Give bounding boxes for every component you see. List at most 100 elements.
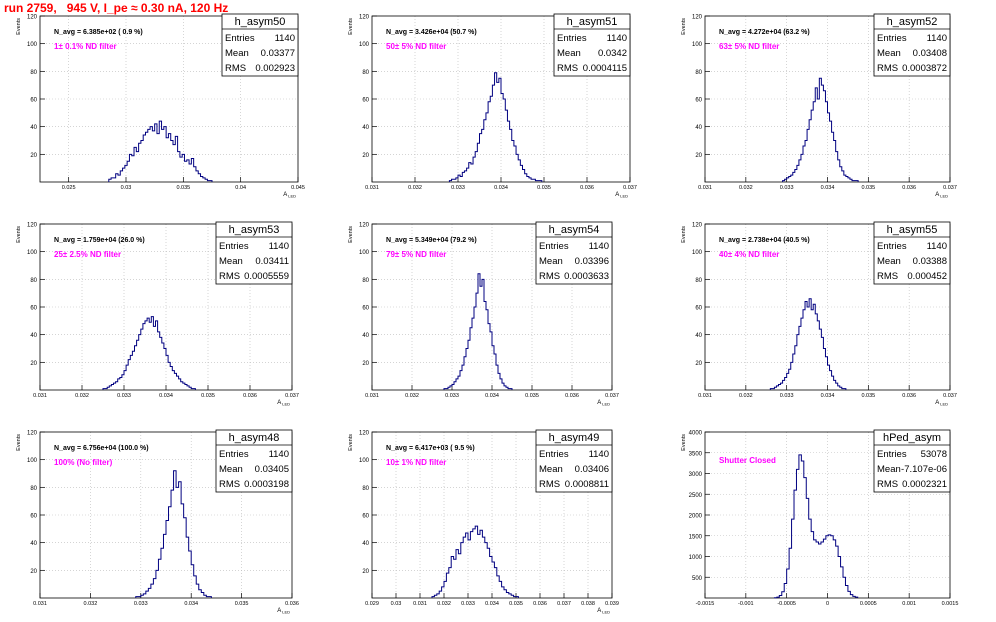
y-tick-label: 80 bbox=[362, 70, 369, 76]
x-tick-label: 0.0015 bbox=[942, 601, 959, 607]
stats-value: 0.0002321 bbox=[902, 479, 947, 490]
navg-annotation: N_avg = 1.759e+04 (26.0 %) bbox=[54, 237, 145, 244]
x-tick-label: 0.031 bbox=[413, 601, 427, 607]
x-tick-label: 0.04 bbox=[235, 185, 246, 191]
y-tick-label: 120 bbox=[359, 223, 370, 229]
stats-value: 1140 bbox=[927, 241, 947, 252]
x-tick-label: 0.035 bbox=[509, 601, 523, 607]
y-tick-label: 40 bbox=[30, 541, 37, 547]
histogram-line bbox=[443, 273, 513, 390]
y-tick-label: 120 bbox=[27, 15, 38, 21]
x-tick-label: 0.0005 bbox=[860, 601, 877, 607]
stats-value: 0.0342 bbox=[598, 48, 627, 59]
y-tick-label: 3500 bbox=[689, 451, 703, 457]
histogram-line bbox=[431, 525, 519, 598]
x-tick-label: 0.033 bbox=[134, 601, 148, 607]
y-axis-title: Events bbox=[348, 434, 354, 451]
y-tick-label: 60 bbox=[362, 306, 369, 312]
x-tick-label: 0.035 bbox=[176, 185, 190, 191]
x-tick-label: 0.001 bbox=[902, 601, 916, 607]
x-tick-label: 0.036 bbox=[285, 601, 299, 607]
x-tick-label: 0.034 bbox=[494, 185, 508, 191]
stats-label: Entries bbox=[877, 33, 907, 44]
y-tick-label: 3000 bbox=[689, 472, 703, 478]
y-tick-label: 20 bbox=[30, 569, 37, 575]
y-tick-label: 2500 bbox=[689, 493, 703, 499]
y-tick-label: 20 bbox=[695, 361, 702, 367]
histogram-line bbox=[782, 77, 859, 182]
histogram-panel-h_asym55: 20 40 60 80 100 120 0.031 0.032 0.033 0.034 0.035 0… bbox=[681, 221, 957, 407]
y-tick-label: 40 bbox=[695, 333, 702, 339]
x-tick-label: 0.035 bbox=[861, 185, 875, 191]
y-tick-label: 500 bbox=[692, 576, 703, 582]
stats-value: 1140 bbox=[589, 449, 609, 460]
histogram-title: h_asym53 bbox=[229, 224, 280, 236]
y-tick-label: 80 bbox=[30, 486, 37, 492]
x-tick-label: -0.0005 bbox=[777, 601, 796, 607]
navg-annotation: N_avg = 2.738e+04 (40.5 %) bbox=[719, 237, 810, 244]
stats-label: RMS bbox=[877, 271, 898, 282]
histogram-title: h_asym54 bbox=[549, 224, 600, 236]
stats-box bbox=[873, 429, 951, 493]
histogram-line bbox=[108, 120, 213, 182]
histogram-panel-h_asym50: 20 40 60 80 100 120 0.025 0.03 0.035 0.04 0.045 Eve… bbox=[16, 13, 305, 199]
x-tick-label: 0.032 bbox=[739, 393, 753, 399]
stats-box bbox=[221, 13, 299, 77]
stats-label: Entries bbox=[219, 449, 249, 460]
stats-box bbox=[873, 13, 951, 77]
stats-box bbox=[553, 13, 631, 77]
y-tick-label: 60 bbox=[362, 514, 369, 520]
x-tick-label: 0.034 bbox=[821, 393, 835, 399]
x-tick-label: 0.025 bbox=[62, 185, 76, 191]
y-tick-label: 120 bbox=[692, 15, 703, 21]
histogram-panel-h_asym49: 20 40 60 80 100 120 0.029 0.03 0.031 0.032 0.033 0.… bbox=[348, 429, 619, 615]
x-axis-title: ALED bbox=[277, 608, 290, 615]
stats-label: Entries bbox=[557, 33, 587, 44]
y-tick-label: 100 bbox=[359, 250, 370, 256]
stats-value: 1140 bbox=[269, 449, 289, 460]
y-tick-label: 80 bbox=[362, 278, 369, 284]
y-tick-label: 100 bbox=[27, 250, 38, 256]
histogram-line bbox=[773, 454, 859, 599]
x-tick-label: 0 bbox=[826, 601, 829, 607]
stats-value: -7.107e-06 bbox=[901, 464, 947, 475]
y-tick-label: 60 bbox=[695, 98, 702, 104]
y-axis-title: Events bbox=[681, 226, 687, 243]
stats-value: 0.03406 bbox=[575, 464, 609, 475]
y-tick-label: 40 bbox=[30, 125, 37, 131]
x-tick-label: 0.032 bbox=[84, 601, 98, 607]
stats-value: 0.03408 bbox=[913, 48, 947, 59]
x-tick-label: 0.034 bbox=[821, 185, 835, 191]
y-tick-label: 100 bbox=[359, 458, 370, 464]
histogram-line bbox=[769, 298, 847, 390]
y-tick-label: 20 bbox=[362, 153, 369, 159]
stats-box bbox=[215, 429, 293, 493]
histogram-panel-h_asym48: 20 40 60 80 100 120 0.031 0.032 0.033 0.034 0.035 0… bbox=[16, 429, 299, 615]
stats-label: Mean bbox=[225, 48, 249, 59]
stats-value: 0.0004115 bbox=[583, 63, 627, 74]
y-tick-label: 40 bbox=[695, 125, 702, 131]
x-tick-label: 0.031 bbox=[698, 393, 712, 399]
y-tick-label: 20 bbox=[362, 361, 369, 367]
x-tick-label: 0.032 bbox=[405, 393, 419, 399]
stats-value: 0.03388 bbox=[913, 256, 947, 267]
navg-annotation: N_avg = 6.756e+04 (100.0 %) bbox=[54, 445, 149, 452]
y-tick-label: 40 bbox=[362, 541, 369, 547]
x-axis-title: ALED bbox=[935, 192, 948, 199]
x-tick-label: 0.036 bbox=[902, 393, 916, 399]
navg-annotation: N_avg = 4.272e+04 (63.2 %) bbox=[719, 29, 810, 36]
stats-value: 0.002923 bbox=[255, 63, 295, 74]
y-tick-label: 40 bbox=[362, 125, 369, 131]
stats-value: 1140 bbox=[927, 33, 947, 44]
filter-note: 100% (No filter) bbox=[54, 458, 113, 467]
y-tick-label: 1000 bbox=[689, 555, 703, 561]
y-tick-label: 120 bbox=[359, 15, 370, 21]
histogram-line bbox=[448, 72, 543, 182]
x-tick-label: 0.034 bbox=[485, 601, 499, 607]
stats-label: Mean bbox=[219, 464, 243, 475]
histogram-panel-h_asym51: 20 40 60 80 100 120 0.031 0.032 0.033 0.034 0.035 0… bbox=[348, 13, 637, 199]
x-tick-label: 0.033 bbox=[445, 393, 459, 399]
y-tick-label: 120 bbox=[692, 223, 703, 229]
filter-note: 63± 5% ND filter bbox=[719, 42, 779, 51]
